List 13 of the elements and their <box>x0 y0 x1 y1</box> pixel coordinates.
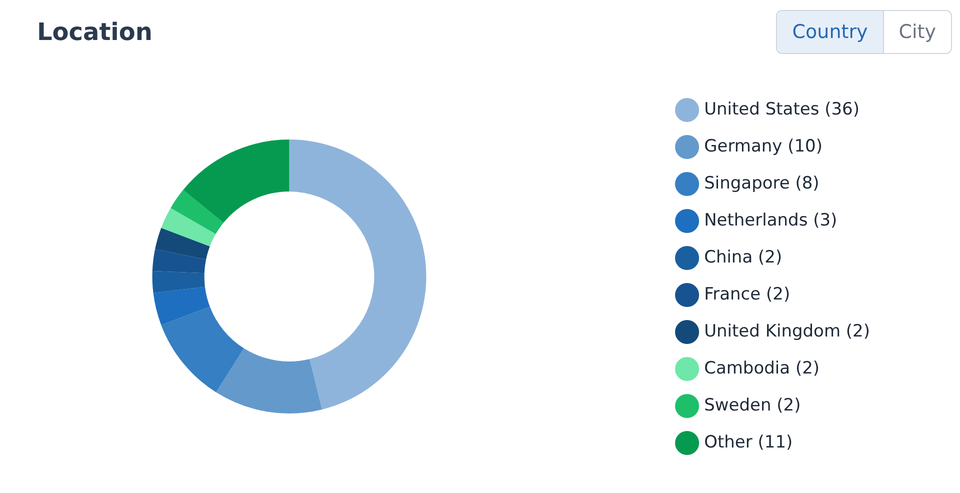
legend-label: Singapore (8) <box>704 173 820 194</box>
legend-label: Netherlands (3) <box>704 210 838 230</box>
text: City <box>884 11 951 53</box>
legend-label: United Kingdom (2) <box>704 321 870 342</box>
text: Country <box>777 11 884 53</box>
legend-label: Other (11) <box>704 432 793 452</box>
chart-title: Location <box>37 18 152 46</box>
legend-label: Germany (10) <box>704 136 823 156</box>
legend-label: France (2) <box>704 284 790 304</box>
legend-label: Sweden (2) <box>704 395 801 416</box>
legend-label: United States (36) <box>704 99 860 120</box>
legend-label: Cambodia (2) <box>704 358 820 378</box>
legend-label: China (2) <box>704 247 782 268</box>
